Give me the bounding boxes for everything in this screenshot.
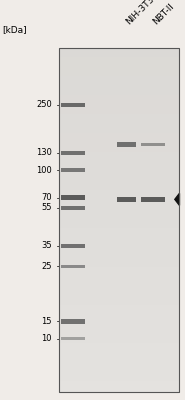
FancyBboxPatch shape — [141, 197, 165, 202]
Text: [kDa]: [kDa] — [2, 25, 26, 34]
FancyBboxPatch shape — [141, 142, 165, 146]
Text: 55: 55 — [41, 204, 52, 212]
Text: 70: 70 — [41, 193, 52, 202]
FancyBboxPatch shape — [117, 197, 136, 202]
Text: 10: 10 — [41, 334, 52, 343]
FancyBboxPatch shape — [61, 103, 85, 107]
Polygon shape — [175, 193, 179, 205]
Text: 15: 15 — [41, 317, 52, 326]
FancyBboxPatch shape — [59, 48, 179, 392]
Text: NIH-3T3: NIH-3T3 — [124, 0, 156, 26]
FancyBboxPatch shape — [61, 320, 85, 324]
FancyBboxPatch shape — [117, 142, 136, 146]
Text: NBT-II: NBT-II — [152, 1, 176, 26]
Text: 35: 35 — [41, 241, 52, 250]
FancyBboxPatch shape — [61, 206, 85, 210]
Text: 130: 130 — [36, 148, 52, 158]
Text: 100: 100 — [36, 166, 52, 175]
FancyBboxPatch shape — [61, 244, 85, 248]
Text: 250: 250 — [36, 100, 52, 109]
FancyBboxPatch shape — [61, 265, 85, 268]
FancyBboxPatch shape — [61, 337, 85, 340]
FancyBboxPatch shape — [61, 195, 85, 200]
Text: 25: 25 — [41, 262, 52, 271]
FancyBboxPatch shape — [61, 151, 85, 155]
FancyBboxPatch shape — [61, 168, 85, 172]
